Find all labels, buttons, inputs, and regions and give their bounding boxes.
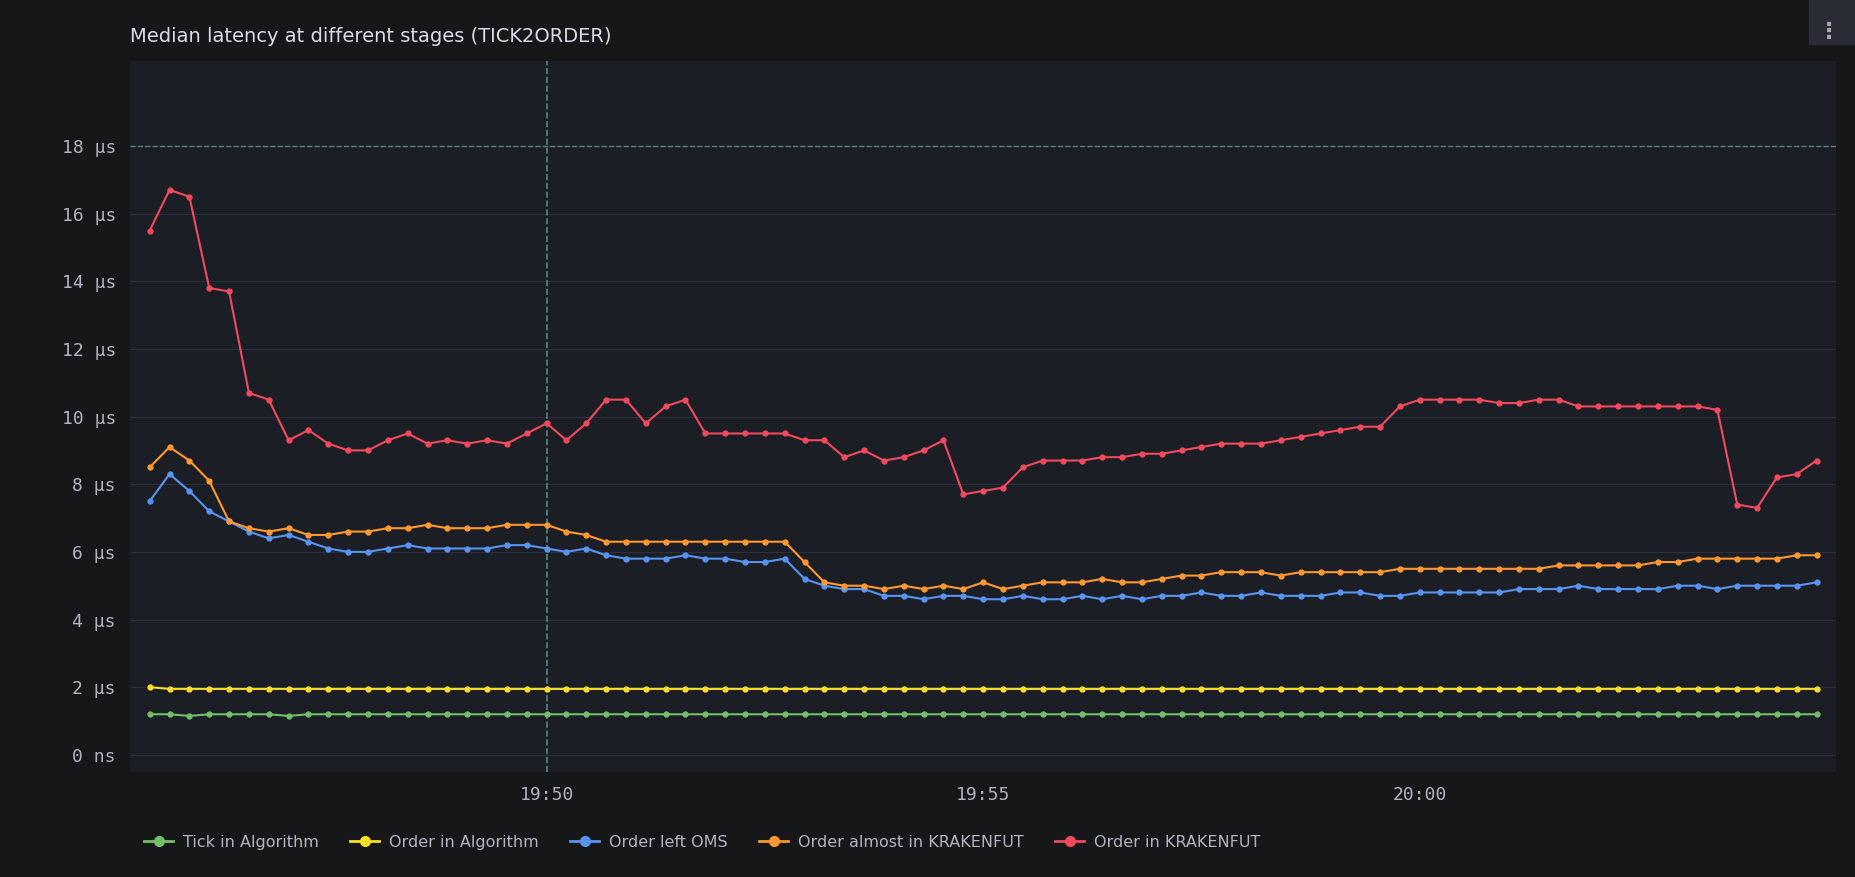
Line: Order left OMS: Order left OMS bbox=[147, 472, 1820, 602]
Order left OMS bbox=[655, 553, 677, 564]
Order left OMS bbox=[675, 550, 697, 560]
Order almost in KRAKENFUT bbox=[1805, 550, 1827, 560]
Tick in Algorithm bbox=[1727, 709, 1749, 719]
Line: Tick in Algorithm: Tick in Algorithm bbox=[147, 712, 1820, 718]
Order in KRAKENFUT bbox=[655, 401, 677, 411]
Order left OMS bbox=[158, 469, 180, 480]
Order almost in KRAKENFUT bbox=[436, 523, 458, 533]
Tick in Algorithm bbox=[735, 709, 757, 719]
Order in Algorithm bbox=[735, 684, 757, 695]
Legend: Tick in Algorithm, Order in Algorithm, Order left OMS, Order almost in KRAKENFUT: Tick in Algorithm, Order in Algorithm, O… bbox=[137, 829, 1267, 856]
Order in KRAKENFUT bbox=[1805, 455, 1827, 466]
Order left OMS bbox=[436, 543, 458, 553]
Text: ⋮: ⋮ bbox=[1818, 22, 1840, 42]
Order left OMS bbox=[913, 594, 935, 604]
Order in Algorithm bbox=[139, 682, 161, 693]
Order in KRAKENFUT bbox=[139, 225, 161, 236]
Order left OMS bbox=[139, 496, 161, 506]
Order in KRAKENFUT bbox=[158, 185, 180, 196]
Order in Algorithm bbox=[1805, 684, 1827, 695]
Tick in Algorithm bbox=[178, 710, 200, 721]
Order almost in KRAKENFUT bbox=[158, 442, 180, 453]
Order in KRAKENFUT bbox=[436, 435, 458, 446]
Text: Median latency at different stages (TICK2ORDER): Median latency at different stages (TICK… bbox=[130, 27, 612, 46]
Order in Algorithm bbox=[158, 684, 180, 695]
Line: Order almost in KRAKENFUT: Order almost in KRAKENFUT bbox=[147, 445, 1820, 591]
Tick in Algorithm bbox=[139, 709, 161, 719]
Order in Algorithm bbox=[992, 684, 1015, 695]
Order in Algorithm bbox=[436, 684, 458, 695]
Text: ⋮: ⋮ bbox=[1816, 22, 1840, 46]
Order in KRAKENFUT bbox=[1727, 499, 1749, 510]
Order almost in KRAKENFUT bbox=[874, 584, 896, 595]
Order in Algorithm bbox=[1727, 684, 1749, 695]
Tick in Algorithm bbox=[1805, 709, 1827, 719]
Order left OMS bbox=[1746, 581, 1768, 591]
Tick in Algorithm bbox=[675, 709, 697, 719]
Order in KRAKENFUT bbox=[735, 428, 757, 438]
Tick in Algorithm bbox=[436, 709, 458, 719]
Order almost in KRAKENFUT bbox=[1746, 553, 1768, 564]
Order almost in KRAKENFUT bbox=[1011, 581, 1033, 591]
Order in Algorithm bbox=[675, 684, 697, 695]
Order in KRAKENFUT bbox=[992, 482, 1015, 493]
Order almost in KRAKENFUT bbox=[139, 462, 161, 473]
Order in KRAKENFUT bbox=[675, 395, 697, 405]
Order almost in KRAKENFUT bbox=[735, 537, 757, 547]
Order in KRAKENFUT bbox=[1746, 503, 1768, 513]
Tick in Algorithm bbox=[655, 709, 677, 719]
Tick in Algorithm bbox=[992, 709, 1015, 719]
Order almost in KRAKENFUT bbox=[655, 537, 677, 547]
Line: Order in Algorithm: Order in Algorithm bbox=[147, 685, 1820, 691]
Order left OMS bbox=[1805, 577, 1827, 588]
Line: Order in KRAKENFUT: Order in KRAKENFUT bbox=[147, 188, 1820, 510]
Order left OMS bbox=[1011, 590, 1033, 601]
Order left OMS bbox=[735, 557, 757, 567]
Order almost in KRAKENFUT bbox=[675, 537, 697, 547]
Order in Algorithm bbox=[655, 684, 677, 695]
